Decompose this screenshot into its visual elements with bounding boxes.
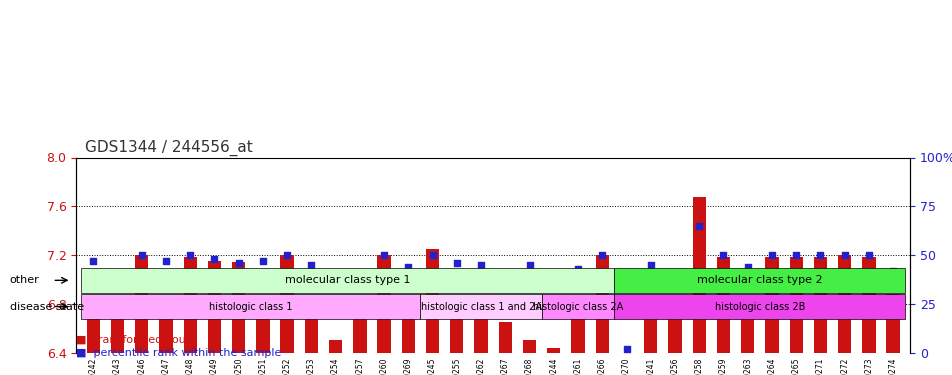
Point [183,252,198,258]
Point [884,268,900,274]
Bar [328,340,342,352]
Point [497,272,512,278]
Bar [741,302,754,352]
Bar [546,348,560,352]
Point [812,252,827,258]
Point [109,272,125,278]
Point [594,252,609,258]
Bar [231,262,245,352]
Point [643,262,658,268]
Bar [426,249,439,352]
Bar [401,306,414,352]
Point [522,262,537,268]
Point [618,346,633,352]
Bar [813,258,826,352]
Bar [837,255,850,352]
Point [279,252,294,258]
Bar [716,258,729,352]
Bar [87,302,100,352]
Point [207,256,222,262]
Text: disease state: disease state [10,302,84,312]
Bar [110,312,124,352]
Bar [135,255,149,352]
Point [787,252,803,258]
Point [545,278,561,284]
Bar [885,294,899,352]
Bar [595,255,608,352]
Bar [644,304,657,352]
Point [570,266,585,272]
Point [764,252,779,258]
Point [327,278,343,284]
Point [861,252,876,258]
Point [448,260,464,266]
Bar [256,295,269,352]
Point [158,258,173,264]
Point [86,258,101,264]
Text: molecular class type 1: molecular class type 1 [285,275,410,285]
Bar [208,261,221,352]
Bar [571,318,585,352]
Bar [788,258,802,352]
Bar [280,255,293,352]
Point [715,252,730,258]
Text: ■  transformed count: ■ transformed count [76,335,197,345]
Point [740,264,755,270]
Point [134,252,149,258]
Point [473,262,488,268]
Text: GDS1344 / 244556_at: GDS1344 / 244556_at [85,140,252,156]
Bar [353,306,367,352]
Bar [667,312,681,352]
Text: other: other [10,275,39,285]
Bar [305,304,318,352]
Point [230,260,246,266]
Bar [449,296,463,352]
Bar [184,258,197,352]
Bar [692,196,705,352]
Point [304,262,319,268]
Point [425,252,440,258]
Point [691,223,706,229]
Point [376,252,391,258]
Point [400,264,415,270]
Point [666,272,682,278]
Point [836,252,851,258]
Text: histologic class 1 and 2A: histologic class 1 and 2A [420,302,541,312]
Bar [474,296,487,352]
Bar [498,322,511,352]
Text: ■  percentile rank within the sample: ■ percentile rank within the sample [76,348,282,358]
Text: histologic class 1: histologic class 1 [208,302,292,312]
Bar [523,340,536,352]
Point [255,258,270,264]
Text: molecular class type 2: molecular class type 2 [696,275,822,285]
Text: histologic class 2A: histologic class 2A [532,302,623,312]
Bar [377,255,390,352]
Bar [764,258,778,352]
Point [352,270,367,276]
Bar [159,296,172,352]
Text: histologic class 2B: histologic class 2B [714,302,804,312]
Bar [862,258,875,352]
